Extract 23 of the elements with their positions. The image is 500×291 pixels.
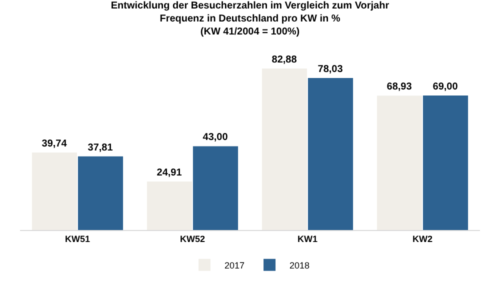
x-tick-label: KW52 <box>180 234 206 244</box>
bar <box>262 68 308 230</box>
data-label: 39,74 <box>42 138 68 150</box>
bar <box>308 78 354 230</box>
data-label: 24,91 <box>156 167 182 178</box>
bar <box>78 156 124 230</box>
x-tick-label: KW2 <box>412 234 432 244</box>
legend-label: 2017 <box>224 260 245 270</box>
bar <box>376 96 422 230</box>
data-label: 68,93 <box>386 82 412 93</box>
chart-title: Entwicklung der Besucherzahlen im Vergleich zum Vorjahr Frequenz in Deutschland pro KW in % (KW 41/2004 = 100%) <box>110 0 390 38</box>
bar <box>32 152 78 230</box>
data-label: 43,00 <box>202 132 228 144</box>
data-label: 69,00 <box>432 82 458 93</box>
bar <box>146 181 192 230</box>
bar <box>422 96 468 230</box>
x-tick-label: KW51 <box>64 234 90 244</box>
data-label: 78,03 <box>318 64 344 75</box>
bar <box>192 146 238 230</box>
x-tick-label: KW1 <box>298 234 318 244</box>
data-label: 37,81 <box>88 142 114 154</box>
data-label: 82,88 <box>272 54 298 66</box>
legend-label: 2018 <box>290 260 310 270</box>
